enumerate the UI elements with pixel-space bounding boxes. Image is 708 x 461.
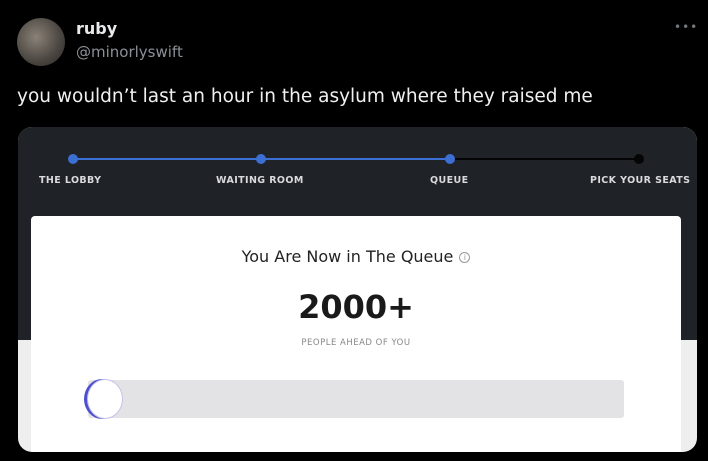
progress-knob bbox=[87, 379, 123, 419]
avatar[interactable] bbox=[17, 18, 65, 66]
step-label-pick-seats: PICK YOUR SEATS bbox=[590, 175, 691, 186]
step-label-lobby: THE LOBBY bbox=[39, 175, 102, 186]
progress-steps: THE LOBBY WAITING ROOM QUEUE PICK YOUR S… bbox=[18, 127, 697, 207]
queue-title: You Are Now in The Queue i bbox=[31, 247, 681, 266]
step-dot-queue bbox=[445, 154, 455, 164]
step-label-waiting-room: WAITING ROOM bbox=[216, 175, 304, 186]
step-dot-lobby bbox=[68, 154, 78, 164]
tweet-text: you wouldn’t last an hour in the asylum … bbox=[17, 86, 593, 107]
step-label-queue: QUEUE bbox=[430, 175, 469, 186]
people-ahead-label: PEOPLE AHEAD OF YOU bbox=[301, 338, 411, 348]
queue-card: You Are Now in The Queue i 2000+ PEOPLE A… bbox=[31, 216, 681, 452]
step-dot-waiting-room bbox=[256, 154, 266, 164]
info-icon[interactable]: i bbox=[459, 252, 471, 263]
user-handle[interactable]: @minorlyswift bbox=[76, 43, 183, 61]
queue-title-text: You Are Now in The Queue bbox=[241, 247, 454, 266]
queue-screenshot: THE LOBBY WAITING ROOM QUEUE PICK YOUR S… bbox=[18, 127, 697, 452]
step-dot-pick-seats bbox=[634, 154, 644, 164]
more-horizontal-icon[interactable]: ••• bbox=[674, 20, 699, 34]
people-ahead-count: 2000+ bbox=[298, 288, 414, 326]
step-track-pending bbox=[451, 158, 639, 160]
queue-progress-bar bbox=[88, 380, 624, 418]
display-name[interactable]: ruby bbox=[76, 19, 118, 38]
